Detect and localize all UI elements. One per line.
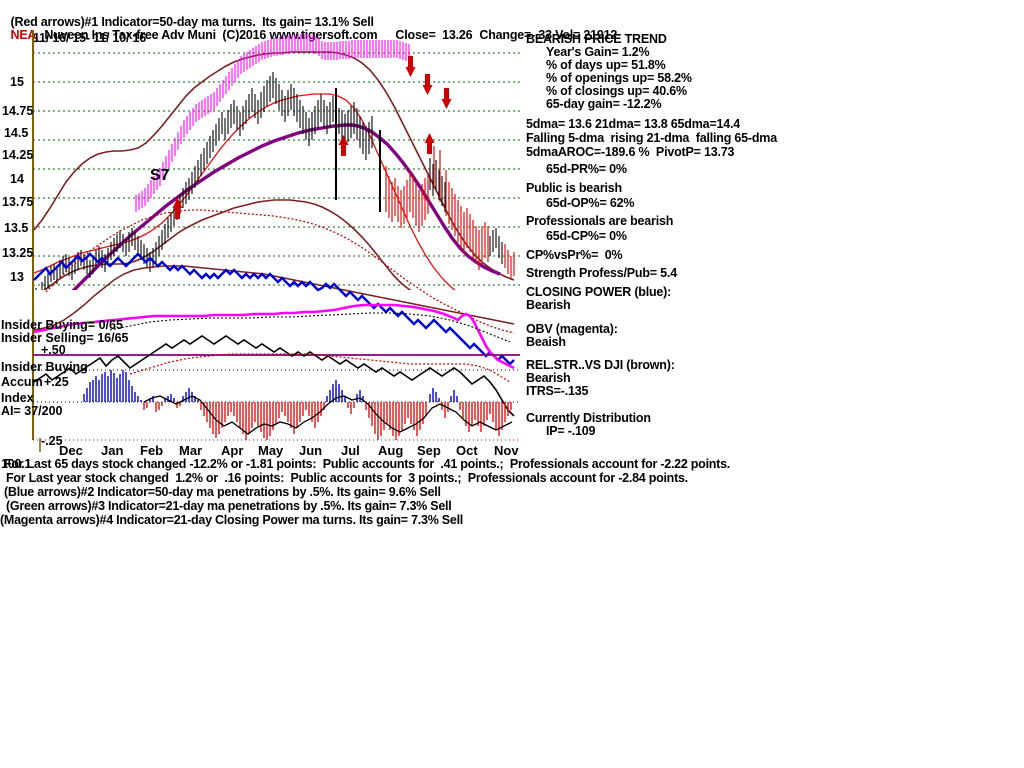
cp-vs-pr: CP%vsPr%= 0% bbox=[526, 248, 623, 262]
obv-line-magenta bbox=[33, 303, 515, 370]
dma-values: 5dma= 13.6 21dma= 13.8 65dma=14.4 bbox=[526, 117, 741, 131]
footer-line-3: (Blue arrows)#2 Indicator=50-day ma pene… bbox=[4, 485, 441, 499]
aroc-pivot: 5dmaAROC=-189.6 % PivotP= 13.73 bbox=[526, 145, 735, 159]
dma-trend: Falling 5-dma rising 21-dma falling 65-d… bbox=[526, 131, 777, 145]
close-value: Close= 13.26 bbox=[395, 28, 473, 42]
trend-title: BEARISH PRICE TREND bbox=[526, 32, 667, 46]
strength-prof-pub: Strength Profess/Pub= 5.4 bbox=[526, 266, 677, 280]
relstr-title: REL.STR..VS DJI (brown): bbox=[526, 358, 675, 372]
relstr-value: Bearish bbox=[526, 371, 571, 385]
ai-histogram-red bbox=[143, 402, 512, 440]
stat-years-gain: Year's Gain= 1.2% bbox=[546, 45, 650, 59]
accum-index-title-1: Insider Buying bbox=[1, 360, 88, 374]
chart-svg: S7 bbox=[32, 30, 520, 452]
public-sentiment: Public is bearish bbox=[526, 181, 622, 195]
distribution-title: Currently Distribution bbox=[526, 411, 651, 425]
price-bars-ohlc bbox=[35, 72, 503, 290]
tick-minus-25: -.25 bbox=[41, 434, 63, 448]
ai-value-label: AI= 37/200 bbox=[1, 404, 63, 418]
x-tick-feb: Feb bbox=[140, 443, 164, 458]
obv-title: OBV (magenta): bbox=[526, 322, 618, 336]
company-name: Nuveen Ins Tax-free Adv Muni (C)2016 www… bbox=[44, 28, 378, 42]
lower-band-brown bbox=[43, 199, 412, 290]
accum-index-title-2: Accum bbox=[1, 375, 43, 389]
upper-band-brown bbox=[33, 51, 515, 281]
footer-line-1: For Last 65 days stock changed -12.2% or… bbox=[4, 457, 731, 471]
ai-ma-dotted-red bbox=[129, 353, 511, 383]
ai-upper-trace bbox=[33, 335, 515, 417]
x-tick-aug: Aug bbox=[378, 443, 404, 458]
tick-plus-50: +.50 bbox=[41, 343, 66, 357]
x-tick-oct: Oct bbox=[456, 443, 478, 458]
x-tick-sep: Sep bbox=[417, 443, 441, 458]
stat-closings-up: % of closings up= 40.6% bbox=[546, 84, 687, 98]
y-tick: 13.75 bbox=[2, 195, 34, 209]
arrow-up-icon bbox=[424, 133, 435, 154]
tick-plus-25: +.25 bbox=[44, 375, 69, 389]
y-tick: 14.75 bbox=[2, 104, 34, 118]
indicator-1-header: (Red arrows)#1 Indicator=50-day ma turns… bbox=[4, 1, 374, 29]
y-tick: 13.5 bbox=[4, 221, 29, 235]
annotation-s7: S7 bbox=[150, 167, 170, 184]
arrow-down-icon bbox=[422, 74, 433, 95]
y-tick: 15 bbox=[10, 75, 24, 89]
professional-sentiment: Professionals are bearish bbox=[526, 214, 674, 228]
indicator-1-text: (Red arrows)#1 Indicator=50-day ma turns… bbox=[10, 15, 374, 29]
arrow-down-icon bbox=[405, 56, 416, 77]
obv-ma-dotted-black bbox=[109, 312, 511, 343]
x-tick-apr: Apr bbox=[221, 443, 244, 458]
accum-index-title-3: Index bbox=[1, 391, 34, 405]
pr-percent: 65d-PR%= 0% bbox=[546, 162, 627, 176]
price-bars-long bbox=[335, 88, 381, 212]
y-tick: 14 bbox=[10, 172, 24, 186]
arrow-down-icon bbox=[441, 88, 452, 109]
rel-strength-brown bbox=[33, 265, 515, 331]
price-bars-red bbox=[385, 146, 515, 280]
stat-days-up: % of days up= 51.8% bbox=[546, 58, 666, 72]
arrow-up-icon bbox=[172, 198, 183, 219]
symbol-header: NEA Nuveen Ins Tax-free Adv Muni (C)2016 … bbox=[4, 14, 618, 42]
insider-buying-label: Insider Buying= 0/65 bbox=[1, 318, 123, 332]
y-tick: 13.25 bbox=[2, 246, 34, 260]
itrs-value: ITRS=-.135 bbox=[526, 384, 589, 398]
x-tick-jul: Jul bbox=[341, 443, 360, 458]
x-tick-dec: Dec bbox=[59, 443, 83, 458]
op-percent: 65d-OP%= 62% bbox=[546, 196, 635, 210]
signal-arrows bbox=[172, 56, 452, 219]
y-tick: 14.25 bbox=[2, 148, 34, 162]
stat-openings-up: % of openings up= 58.2% bbox=[546, 71, 692, 85]
x-tick-mar: Mar bbox=[179, 443, 203, 458]
ai-smoothing-line bbox=[143, 395, 513, 435]
closing-power-blue bbox=[33, 252, 515, 366]
change-value: Change=-.33 Vol= 21912 bbox=[479, 28, 618, 42]
x-tick-nov: Nov bbox=[494, 443, 519, 458]
closing-power-value: Bearish bbox=[526, 298, 571, 312]
x-tick-jun: Jun bbox=[299, 443, 323, 458]
ai-gridlines bbox=[33, 369, 520, 403]
closing-power-title: CLOSING POWER (blue): bbox=[526, 285, 672, 299]
footer-line-5: (Magenta arrows)#4 Indicator=21-day Clos… bbox=[0, 513, 464, 527]
footer-line-4: (Green arrows)#3 Indicator=21-day ma pen… bbox=[6, 499, 452, 513]
ai-histogram-blue bbox=[83, 370, 458, 402]
ticker-symbol: NEA bbox=[10, 28, 37, 42]
x-tick-may: May bbox=[258, 443, 284, 458]
insider-selling-label: Insider Selling= 16/65 bbox=[1, 331, 129, 345]
cp-ma-dotted-red bbox=[45, 209, 515, 334]
y-tick: 13 bbox=[10, 270, 24, 284]
date-range: 11/ 16/ 15- 11/ 10/ 16 bbox=[33, 31, 147, 45]
ip-value: IP= -.109 bbox=[546, 424, 596, 438]
x-tick-jan: Jan bbox=[101, 443, 124, 458]
stat-65day-gain: 65-day gain= -12.2% bbox=[546, 97, 662, 111]
arrow-up-icon bbox=[338, 135, 349, 156]
footer-line-2: For Last year stock changed 1.2% or .16 … bbox=[6, 471, 688, 485]
overlap-value: 100.1 bbox=[1, 457, 32, 471]
obv-value: Beaish bbox=[526, 335, 566, 349]
y-tick: 14.5 bbox=[4, 126, 29, 140]
ma-21-red bbox=[33, 93, 456, 290]
obv-ribbon-magenta bbox=[135, 34, 410, 212]
price-chart-area[interactable]: S7 bbox=[0, 30, 520, 455]
cp-percent: 65d-CP%= 0% bbox=[546, 229, 627, 243]
